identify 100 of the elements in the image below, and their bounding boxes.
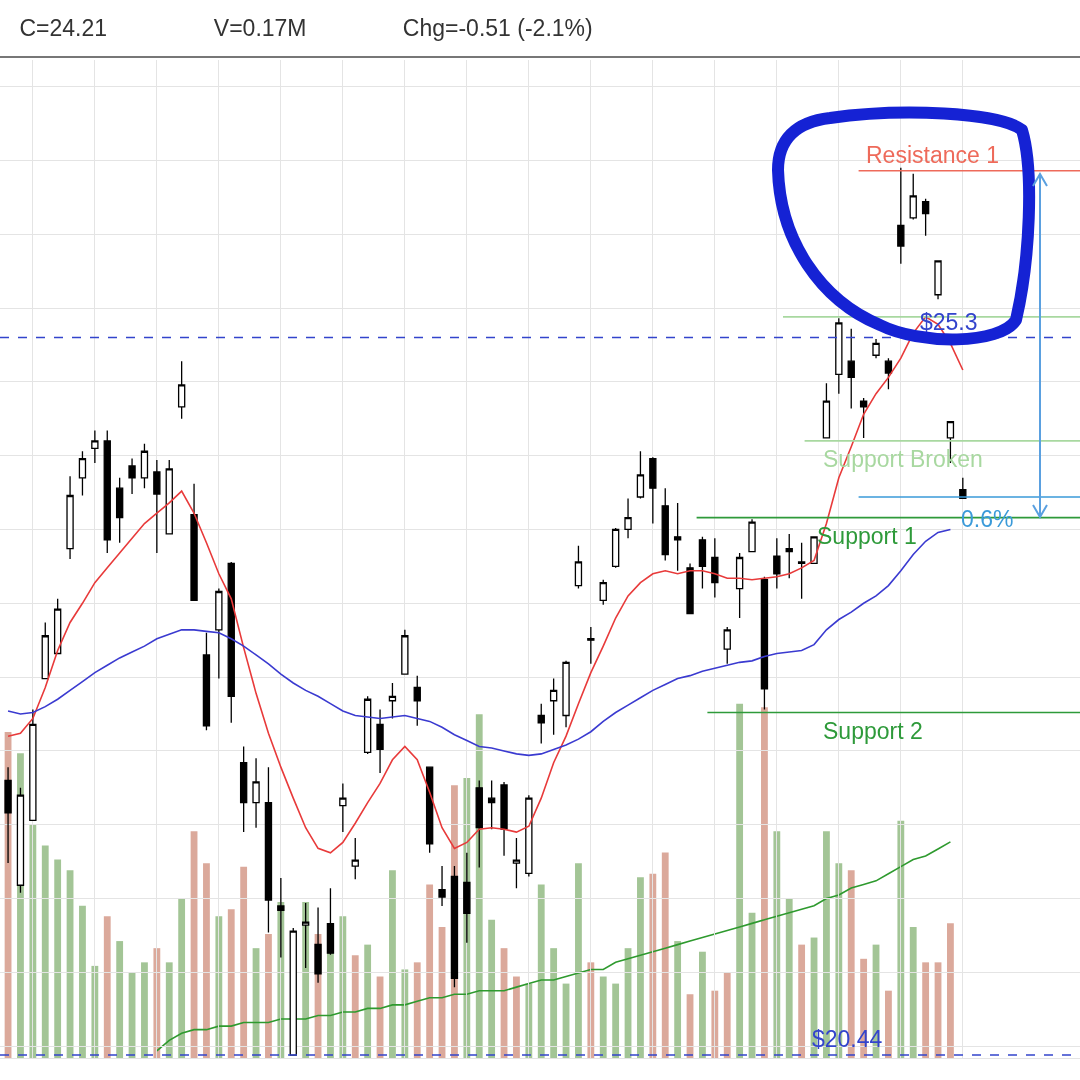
text: Chg=-0.51 (-2.1%) bbox=[402, 14, 593, 42]
candlestick bbox=[128, 457, 136, 495]
candlestick bbox=[115, 477, 124, 544]
bar bbox=[327, 951, 334, 1058]
bar bbox=[785, 898, 793, 1058]
bar bbox=[488, 919, 496, 1058]
candlestick bbox=[897, 167, 905, 265]
candlestick bbox=[177, 360, 186, 420]
candlestick bbox=[934, 260, 942, 300]
bar bbox=[116, 941, 124, 1058]
bar bbox=[661, 852, 669, 1058]
candlestick bbox=[562, 660, 570, 728]
candlestick bbox=[438, 865, 446, 907]
bar bbox=[389, 870, 396, 1058]
text: V=0.17M bbox=[213, 14, 307, 42]
candlestick bbox=[487, 779, 496, 830]
ref-line-label: Resistance 1 bbox=[866, 142, 999, 168]
bar bbox=[240, 866, 248, 1058]
candlestick bbox=[500, 781, 508, 857]
bar bbox=[550, 948, 558, 1058]
bar bbox=[178, 898, 186, 1058]
bar bbox=[364, 944, 372, 1058]
candlestick bbox=[289, 927, 297, 1056]
bar bbox=[761, 707, 768, 1058]
candlestick bbox=[264, 766, 273, 934]
candlestick bbox=[512, 837, 521, 889]
bar bbox=[165, 962, 173, 1058]
candlestick bbox=[537, 703, 545, 745]
candlestick bbox=[859, 397, 868, 439]
candlestick bbox=[822, 382, 831, 439]
bar bbox=[413, 962, 421, 1058]
candlestick bbox=[91, 429, 99, 464]
bar bbox=[103, 916, 111, 1058]
candlestick bbox=[351, 837, 359, 881]
bar bbox=[723, 972, 731, 1058]
ref-line-label: Support 2 bbox=[823, 718, 923, 744]
text: C=24.21 bbox=[19, 14, 108, 42]
candlestick bbox=[624, 497, 632, 539]
candlestick bbox=[549, 677, 558, 736]
candlestick bbox=[872, 338, 880, 359]
candlestick bbox=[785, 533, 793, 579]
candlestick bbox=[847, 328, 855, 410]
candlestick bbox=[649, 456, 657, 525]
bar bbox=[674, 941, 682, 1058]
candlestick bbox=[673, 502, 682, 572]
candlestick bbox=[413, 674, 421, 727]
candlestick bbox=[661, 487, 669, 562]
candlestick bbox=[339, 782, 347, 833]
candlestick bbox=[587, 626, 595, 665]
candlestick bbox=[525, 794, 533, 878]
candlestick bbox=[475, 779, 483, 869]
bar bbox=[909, 926, 917, 1058]
candlestick bbox=[153, 459, 161, 554]
bar bbox=[302, 902, 310, 1058]
candlestick bbox=[921, 198, 930, 237]
candlestick bbox=[41, 621, 49, 680]
candlestick bbox=[363, 695, 372, 755]
bar bbox=[699, 951, 706, 1058]
candlestick bbox=[711, 537, 719, 599]
candlestick bbox=[698, 536, 707, 590]
candlestick bbox=[773, 537, 781, 590]
bar bbox=[41, 845, 49, 1058]
candlestick bbox=[190, 483, 198, 601]
bar bbox=[637, 877, 644, 1058]
candlestick bbox=[103, 429, 111, 554]
bar bbox=[798, 944, 806, 1058]
candlestick bbox=[686, 562, 694, 615]
candlestick bbox=[884, 357, 893, 390]
candlestick bbox=[611, 527, 620, 569]
candlestick bbox=[835, 317, 843, 395]
candlestick bbox=[202, 632, 211, 731]
bar bbox=[599, 976, 607, 1058]
candlestick bbox=[574, 545, 583, 590]
ref-line-label: $20.44 bbox=[812, 1026, 883, 1052]
candlestick bbox=[227, 561, 235, 724]
bar bbox=[426, 884, 434, 1058]
candlestick bbox=[909, 173, 917, 221]
bar bbox=[612, 983, 620, 1058]
candlestick bbox=[723, 626, 731, 665]
bar bbox=[79, 905, 86, 1058]
candlestick bbox=[735, 552, 744, 619]
candlestick bbox=[401, 629, 409, 675]
candlestick bbox=[239, 745, 248, 833]
bar bbox=[947, 923, 954, 1058]
candlestick bbox=[140, 443, 149, 489]
candlestick bbox=[376, 708, 384, 774]
candlestick bbox=[252, 757, 260, 829]
bar bbox=[513, 976, 520, 1058]
candlestick bbox=[29, 708, 37, 821]
bar bbox=[54, 859, 62, 1058]
bar bbox=[227, 909, 235, 1058]
bar bbox=[885, 990, 892, 1058]
candlestick bbox=[636, 450, 645, 500]
bar bbox=[203, 863, 210, 1058]
candlestick bbox=[797, 542, 806, 600]
candlestick bbox=[78, 450, 87, 497]
bar bbox=[141, 962, 148, 1058]
candlestick bbox=[599, 579, 607, 606]
bar bbox=[575, 863, 582, 1058]
bar bbox=[265, 934, 272, 1058]
